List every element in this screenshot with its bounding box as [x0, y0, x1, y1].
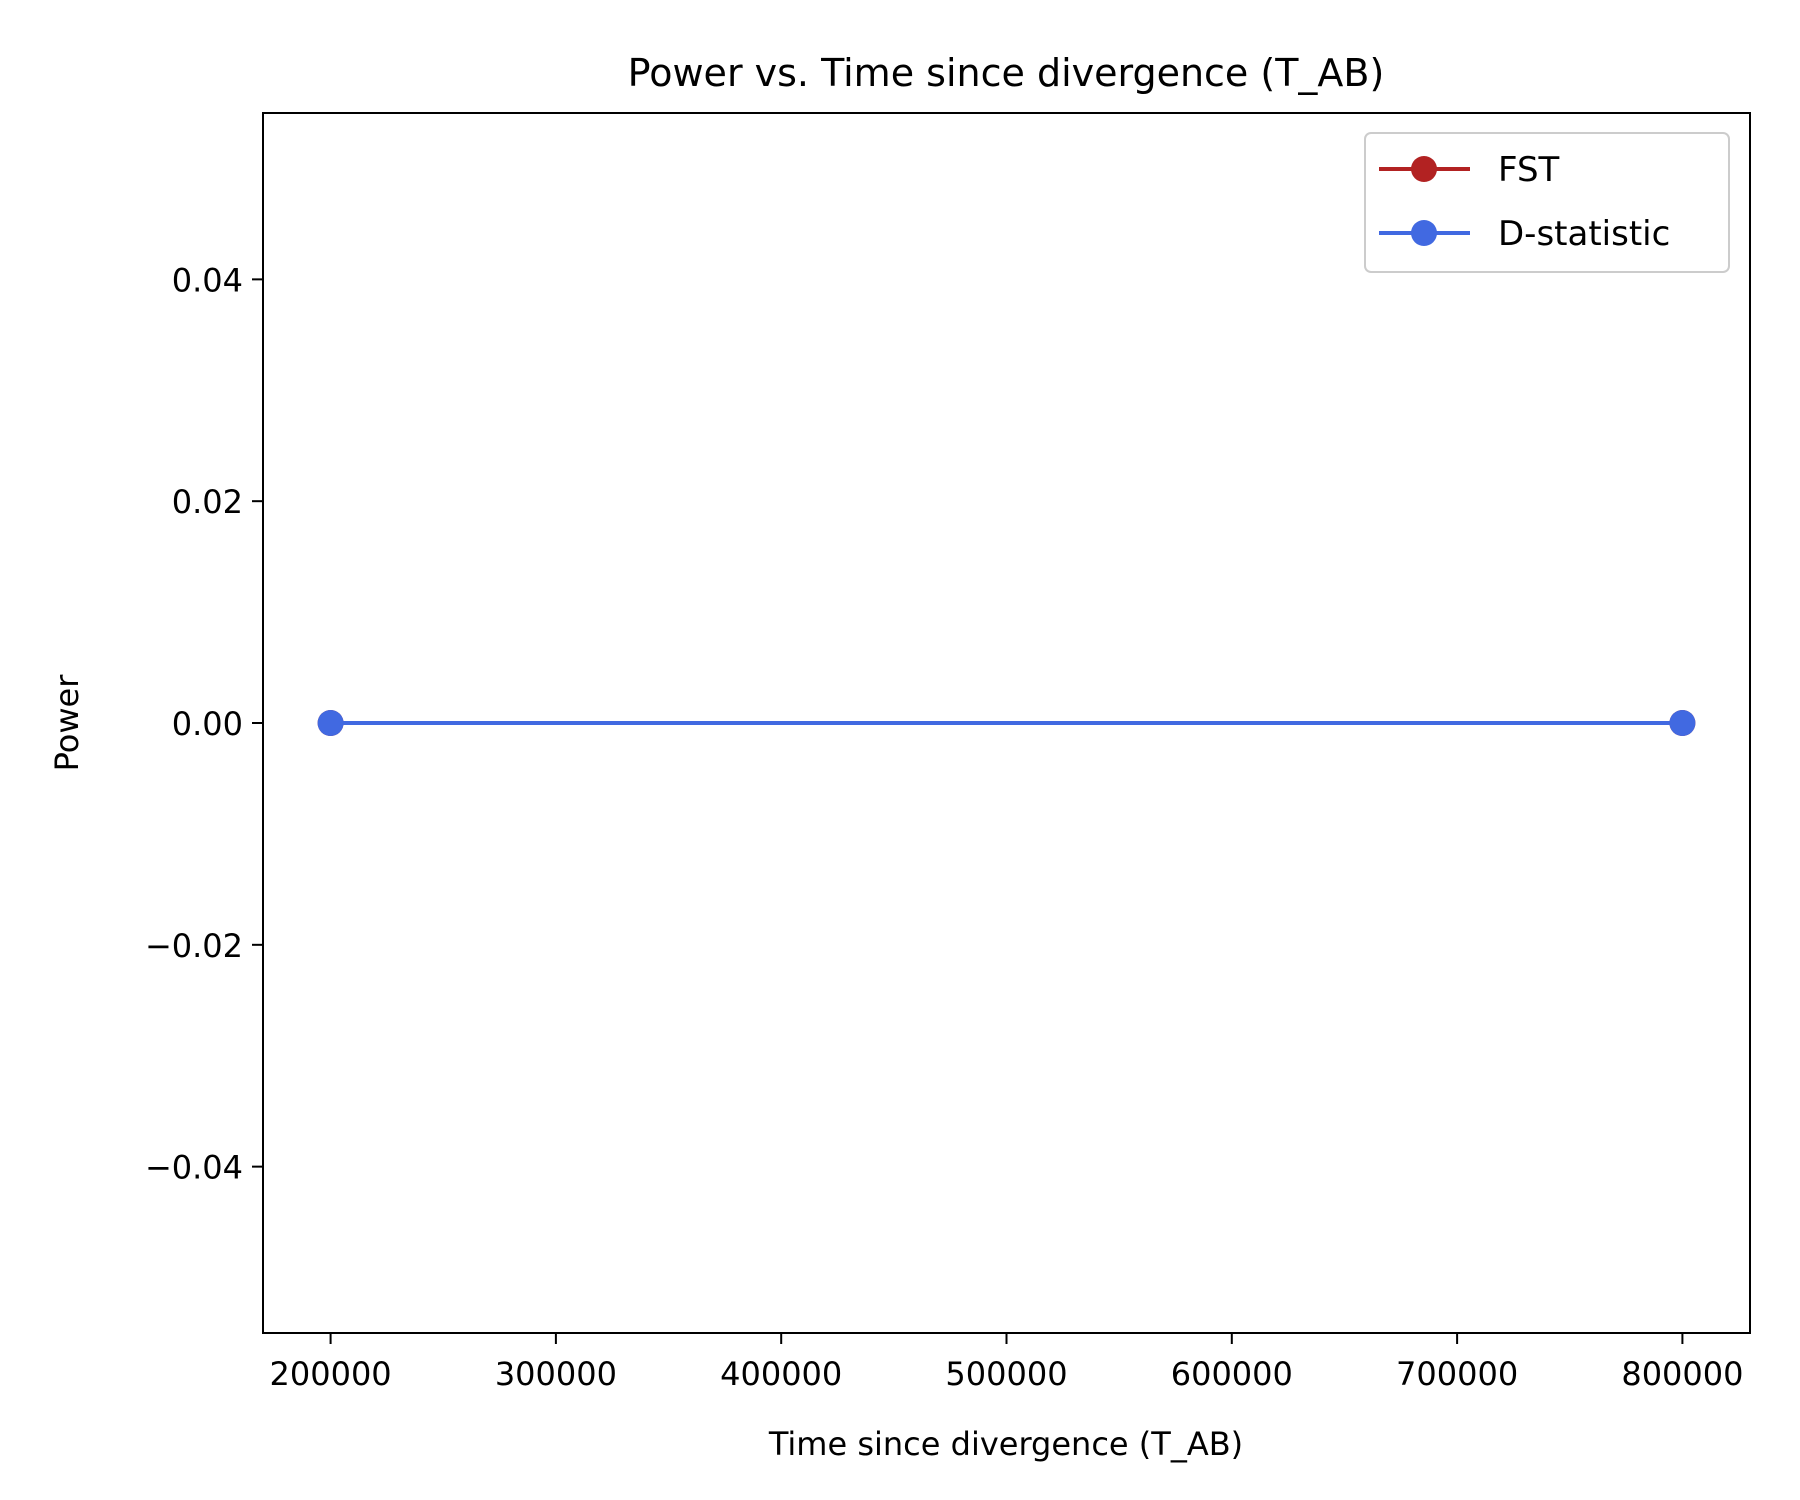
- x-axis: 200000 300000 400000 500000 600000 700000 8000…: [270, 1333, 1743, 1393]
- y-tick-label: 0.02: [172, 483, 243, 521]
- legend-entry: FST: [1379, 150, 1560, 190]
- x-tick-label: 200000: [270, 1355, 392, 1393]
- legend-marker: [1411, 220, 1437, 246]
- y-tick-label: 0.00: [172, 705, 243, 743]
- y-axis-label: Power: [48, 674, 86, 772]
- legend-label: D-statistic: [1498, 214, 1670, 254]
- x-tick-label: 600000: [1171, 1355, 1293, 1393]
- chart-title: Power vs. Time since divergence (T_AB): [628, 51, 1385, 95]
- legend-label: FST: [1498, 150, 1560, 190]
- data-point: [1669, 710, 1696, 736]
- series-layer: [317, 710, 1696, 736]
- y-axis: −0.04 −0.02 0.00 0.02 0.04: [145, 261, 263, 1187]
- x-tick-label: 800000: [1621, 1355, 1743, 1393]
- legend-entry: D-statistic: [1379, 214, 1670, 254]
- y-tick-label: −0.02: [145, 927, 243, 965]
- x-tick-label: 300000: [495, 1355, 617, 1393]
- x-axis-label: Time since divergence (T_AB): [768, 1425, 1243, 1463]
- x-tick-label: 400000: [720, 1355, 842, 1393]
- legend-marker: [1411, 156, 1437, 182]
- x-tick-label: 700000: [1396, 1355, 1518, 1393]
- data-point: [317, 710, 344, 736]
- legend: FST D-statistic: [1364, 132, 1730, 273]
- series-d-statistic: [317, 710, 1696, 736]
- y-tick-label: 0.04: [172, 261, 243, 299]
- y-tick-label: −0.04: [145, 1149, 243, 1187]
- x-tick-label: 500000: [945, 1355, 1067, 1393]
